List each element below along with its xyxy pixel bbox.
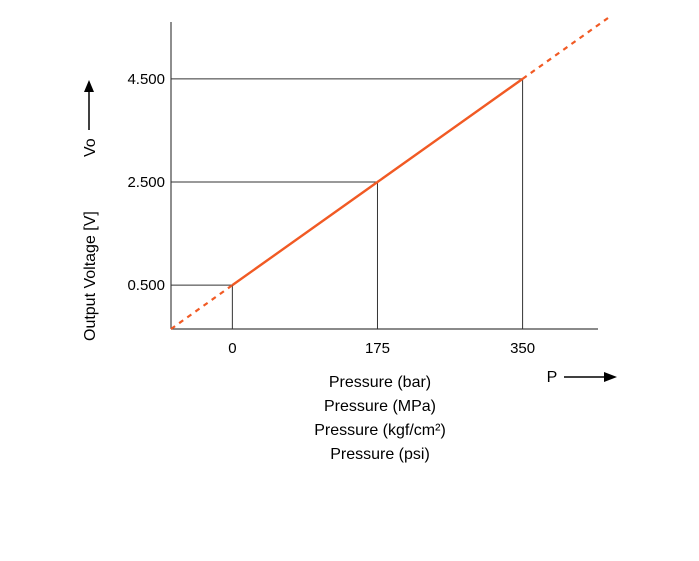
y-tick-label-0: 0.500 bbox=[127, 277, 165, 294]
x-axis-symbol: P bbox=[547, 369, 558, 386]
x-label-bar: Pressure (bar) bbox=[329, 374, 431, 391]
series-line-extrapolation-high bbox=[523, 18, 608, 79]
x-tick-label-1: 175 bbox=[365, 340, 390, 357]
x-tick-label-0: 0 bbox=[228, 340, 236, 357]
y-arrow-icon bbox=[84, 80, 94, 92]
y-axis-symbol: Vo bbox=[82, 138, 99, 157]
series-line-extrapolation-low bbox=[171, 285, 232, 329]
pressure-voltage-chart: 0.500 2.500 4.500 0 175 350 Output Voltage [V… bbox=[0, 0, 699, 561]
series-group bbox=[171, 18, 608, 329]
x-tick-label-2: 350 bbox=[510, 340, 535, 357]
y-tick-label-2: 4.500 bbox=[127, 71, 165, 88]
x-label-mpa: Pressure (MPa) bbox=[324, 398, 436, 415]
x-label-psi: Pressure (psi) bbox=[330, 446, 430, 463]
x-arrow-icon bbox=[604, 372, 617, 382]
x-label-kgf: Pressure (kgf/cm²) bbox=[314, 422, 446, 439]
y-tick-label-1: 2.500 bbox=[127, 174, 165, 191]
y-axis-label: Output Voltage [V] bbox=[82, 211, 99, 341]
